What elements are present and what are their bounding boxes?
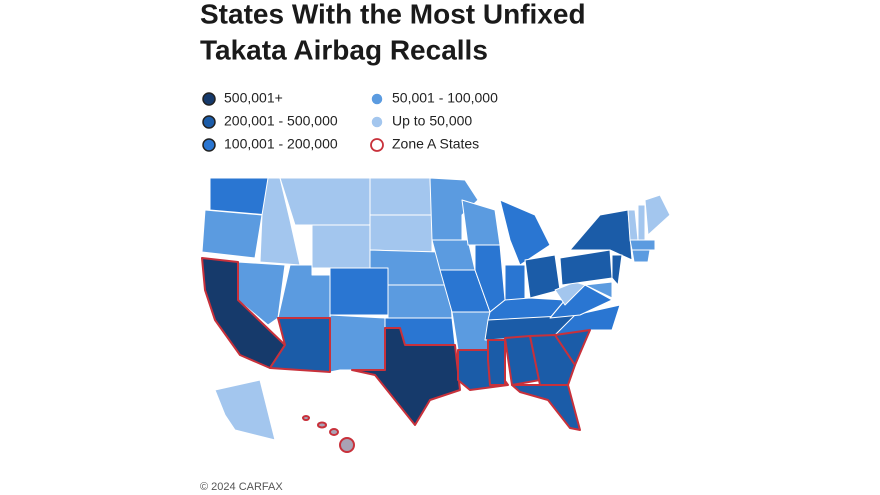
- state: [369, 214, 433, 253]
- state: [387, 284, 453, 319]
- state: [209, 177, 269, 216]
- state: [201, 209, 263, 259]
- legend-swatch: [202, 138, 216, 152]
- legend-swatch: [370, 115, 384, 129]
- legend-swatch: [370, 138, 384, 152]
- us-map: [201, 177, 671, 453]
- hawaii: [302, 415, 355, 453]
- legend-label: 100,001 - 200,000: [224, 136, 338, 152]
- state: [611, 254, 623, 286]
- legend-label: 50,001 - 100,000: [392, 90, 498, 106]
- state: [554, 304, 621, 336]
- state: [461, 199, 501, 246]
- state: [351, 327, 461, 426]
- state: [487, 339, 506, 386]
- state: [451, 311, 491, 351]
- state: [504, 264, 526, 301]
- legend-label: Zone A States: [392, 136, 479, 152]
- state: [524, 254, 561, 299]
- state: [269, 317, 331, 373]
- state: [369, 177, 433, 216]
- state: [637, 204, 646, 241]
- title-line: Takata Airbag Recalls: [200, 34, 488, 65]
- legend-swatch: [202, 92, 216, 106]
- legend-swatch: [370, 92, 384, 106]
- state: [499, 199, 551, 266]
- state: [559, 249, 613, 286]
- state: [214, 379, 276, 441]
- legend-label: 500,001+: [224, 90, 283, 106]
- state: [311, 224, 371, 269]
- state: [529, 334, 576, 386]
- state: [279, 177, 371, 226]
- state: [329, 267, 389, 316]
- state: [631, 249, 651, 263]
- state: [644, 194, 671, 236]
- state: [627, 209, 639, 241]
- legend: 500,001+ 200,001 - 500,000 100,001 - 200…: [202, 90, 498, 152]
- state: [554, 329, 591, 366]
- legend-label: 200,001 - 500,000: [224, 113, 338, 129]
- state: [277, 264, 331, 319]
- legend-swatch: [202, 115, 216, 129]
- state: [329, 314, 386, 373]
- credit: © 2024 CARFAX: [200, 481, 283, 493]
- title-line: States With the Most Unfixed: [200, 0, 586, 29]
- state: [511, 384, 581, 431]
- state: [584, 281, 613, 299]
- legend-label: Up to 50,000: [392, 113, 472, 129]
- state: [629, 239, 656, 251]
